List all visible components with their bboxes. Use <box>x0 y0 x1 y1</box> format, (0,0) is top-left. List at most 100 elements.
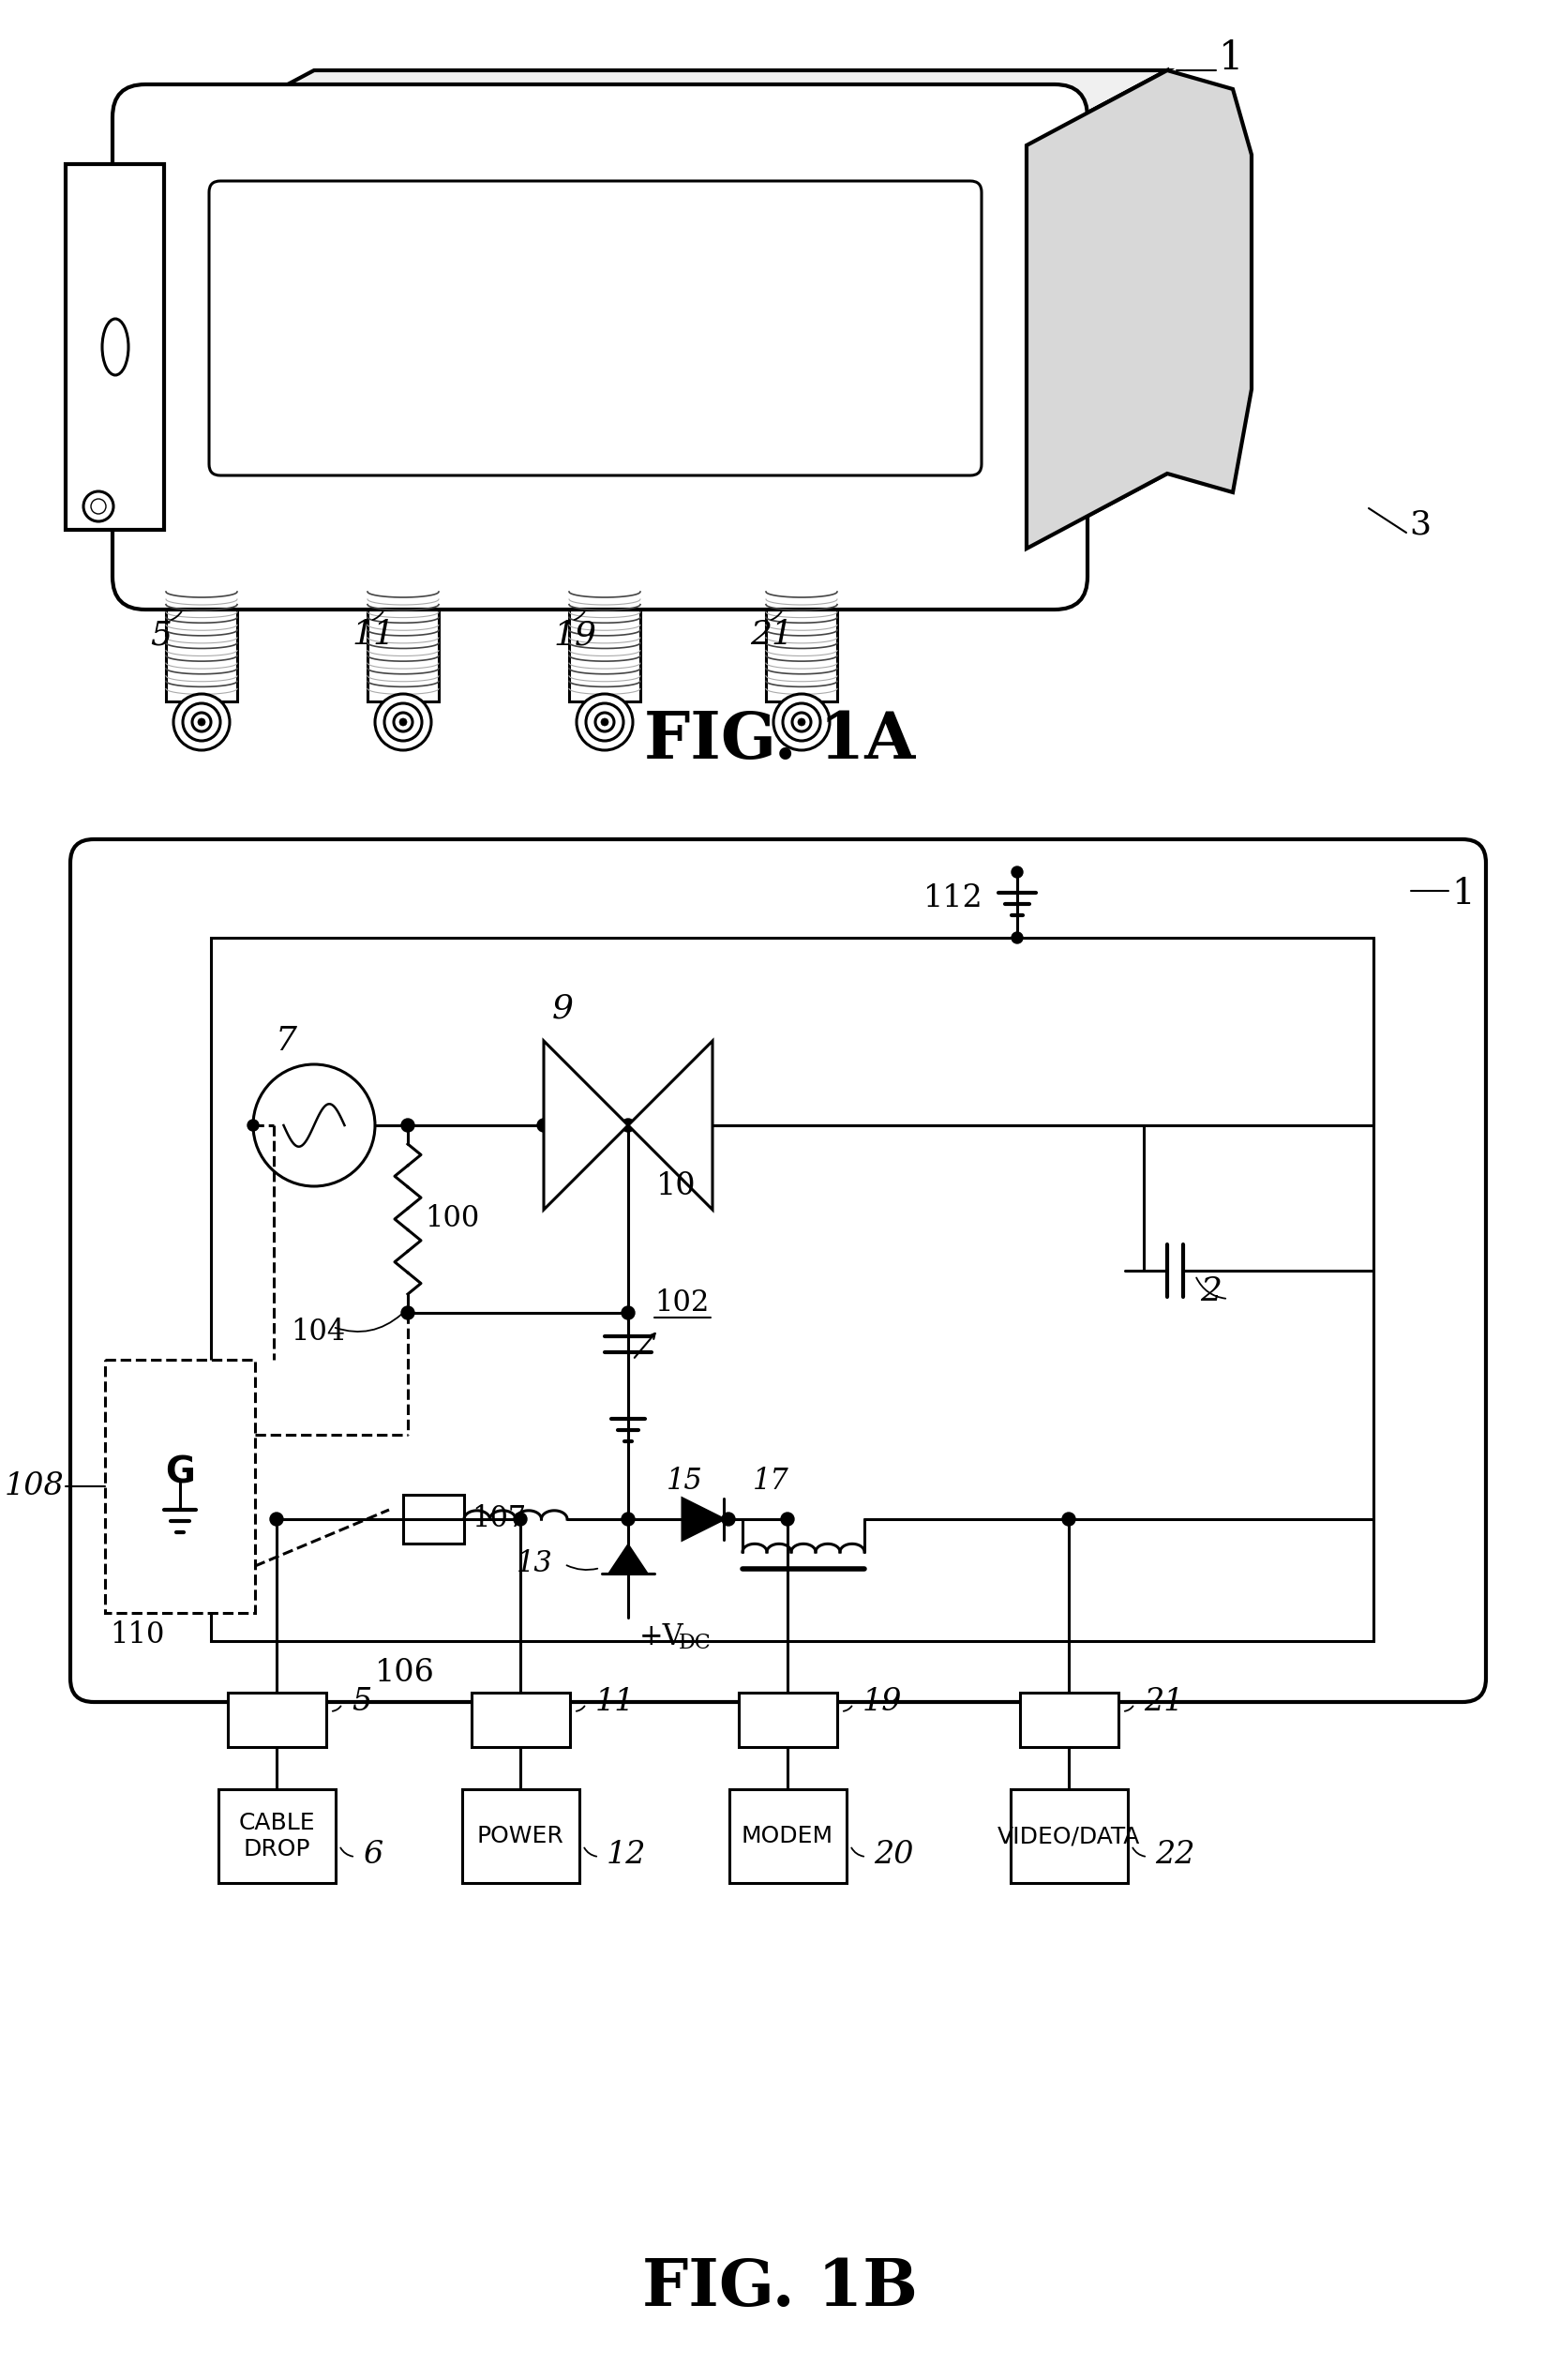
FancyBboxPatch shape <box>112 83 1087 609</box>
Circle shape <box>399 719 407 726</box>
Text: 112: 112 <box>924 883 983 914</box>
Text: 22: 22 <box>1154 1840 1195 1871</box>
Text: 21: 21 <box>1143 1687 1184 1716</box>
Bar <box>228 1692 326 1747</box>
Circle shape <box>774 695 830 750</box>
Text: 19: 19 <box>554 619 596 650</box>
Bar <box>360 547 445 583</box>
Circle shape <box>173 695 229 750</box>
FancyBboxPatch shape <box>209 181 981 476</box>
Bar <box>165 583 237 702</box>
Polygon shape <box>544 1040 629 1209</box>
Bar <box>569 583 640 702</box>
Text: 1: 1 <box>1451 876 1474 912</box>
Circle shape <box>401 1119 415 1133</box>
Circle shape <box>513 1514 527 1526</box>
Polygon shape <box>1026 71 1167 547</box>
Text: 106: 106 <box>374 1659 435 1687</box>
Polygon shape <box>66 164 164 531</box>
Bar <box>563 547 647 583</box>
Bar <box>159 547 243 583</box>
Circle shape <box>621 1514 635 1526</box>
Circle shape <box>792 712 811 731</box>
Text: 17: 17 <box>752 1466 789 1497</box>
Text: +V: +V <box>640 1623 685 1652</box>
Ellipse shape <box>103 319 128 376</box>
Text: 19: 19 <box>863 1687 902 1716</box>
Text: 6: 6 <box>363 1840 382 1871</box>
Polygon shape <box>629 1040 713 1209</box>
Circle shape <box>183 704 220 740</box>
Text: 13: 13 <box>516 1549 552 1578</box>
Circle shape <box>537 1119 551 1133</box>
Text: 2: 2 <box>1200 1276 1221 1307</box>
Bar <box>1020 1692 1119 1747</box>
Text: 7: 7 <box>275 1026 296 1057</box>
Text: 1: 1 <box>1218 38 1243 79</box>
Text: FIG. 1B: FIG. 1B <box>643 2256 917 2320</box>
Circle shape <box>374 695 431 750</box>
Polygon shape <box>1026 71 1251 547</box>
Bar <box>760 547 844 583</box>
Bar <box>739 1692 838 1747</box>
Circle shape <box>393 712 412 731</box>
Polygon shape <box>610 1545 647 1573</box>
Circle shape <box>577 695 633 750</box>
Circle shape <box>596 712 615 731</box>
Text: CABLE
DROP: CABLE DROP <box>239 1811 315 1861</box>
Circle shape <box>587 704 624 740</box>
Circle shape <box>248 1119 259 1130</box>
Text: 3: 3 <box>1409 509 1431 540</box>
Circle shape <box>621 1119 635 1133</box>
Text: 110: 110 <box>109 1621 164 1649</box>
Circle shape <box>401 1307 415 1319</box>
Text: 104: 104 <box>290 1319 345 1347</box>
FancyBboxPatch shape <box>70 840 1487 1702</box>
Circle shape <box>797 719 805 726</box>
Text: 5: 5 <box>351 1687 371 1716</box>
Circle shape <box>1011 866 1023 878</box>
Circle shape <box>90 500 106 514</box>
Circle shape <box>198 719 206 726</box>
Bar <box>730 1790 847 1883</box>
Text: VIDEO/DATA: VIDEO/DATA <box>997 1825 1140 1847</box>
Polygon shape <box>173 71 1167 145</box>
Text: 100: 100 <box>424 1204 479 1233</box>
Circle shape <box>601 719 608 726</box>
Text: 5: 5 <box>150 619 172 650</box>
Polygon shape <box>683 1499 724 1540</box>
Text: 12: 12 <box>607 1840 646 1871</box>
Circle shape <box>192 712 211 731</box>
Text: G: G <box>165 1454 195 1490</box>
Text: 20: 20 <box>874 1840 914 1871</box>
Circle shape <box>176 1471 187 1483</box>
Circle shape <box>783 704 821 740</box>
Text: FIG. 1A: FIG. 1A <box>644 709 916 771</box>
Circle shape <box>782 1514 794 1526</box>
Bar <box>105 1359 254 1614</box>
Bar <box>211 938 1373 1642</box>
Bar <box>471 1692 569 1747</box>
Text: POWER: POWER <box>477 1825 563 1847</box>
Text: 11: 11 <box>351 619 395 650</box>
Circle shape <box>1011 933 1023 942</box>
Text: 9: 9 <box>552 992 573 1023</box>
Text: 21: 21 <box>750 619 792 650</box>
Circle shape <box>83 490 114 521</box>
Text: DC: DC <box>679 1633 711 1654</box>
Text: 108: 108 <box>5 1471 64 1502</box>
Circle shape <box>1062 1514 1075 1526</box>
Text: 10: 10 <box>657 1171 696 1202</box>
Text: 107: 107 <box>471 1504 526 1533</box>
Circle shape <box>621 1307 635 1319</box>
Circle shape <box>253 1064 374 1185</box>
Bar <box>368 583 438 702</box>
Circle shape <box>270 1514 282 1526</box>
Text: MODEM: MODEM <box>741 1825 833 1847</box>
Text: 11: 11 <box>596 1687 635 1716</box>
Bar <box>402 1495 463 1545</box>
Bar <box>462 1790 579 1883</box>
Bar <box>1011 1790 1128 1883</box>
Circle shape <box>722 1514 735 1526</box>
Text: 102: 102 <box>654 1290 710 1319</box>
